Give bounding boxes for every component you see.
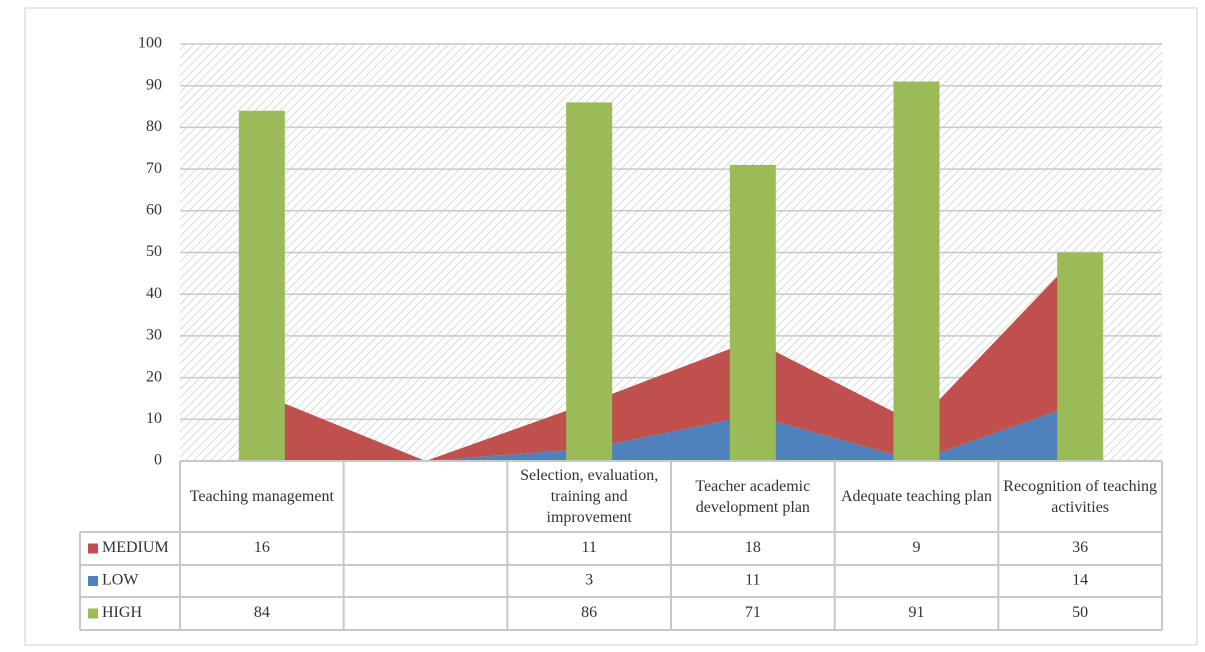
y-tick-label: 50 — [146, 243, 162, 260]
table-value: 9 — [913, 539, 921, 556]
x-tick-label: Adequate teaching plan — [840, 488, 992, 505]
area-segment — [261, 394, 426, 461]
legend-label: LOW — [102, 572, 139, 589]
area-segment — [589, 415, 753, 461]
bar — [1057, 252, 1104, 461]
table-value: 14 — [1072, 572, 1088, 589]
table-value: 71 — [745, 604, 761, 621]
x-tick-label: Selection, evaluation, training and impr… — [520, 467, 659, 526]
legend-key — [88, 576, 98, 586]
y-tick-label: 70 — [146, 160, 162, 177]
table-value: 16 — [254, 539, 270, 556]
x-tick-label: Teacher academic development plan — [695, 477, 811, 516]
area-segment — [752, 415, 917, 461]
y-tick-label: 20 — [146, 368, 162, 385]
table-value: 50 — [1072, 604, 1088, 621]
bar — [566, 102, 613, 461]
x-tick-label: Teaching management — [189, 488, 334, 505]
area-segment — [752, 340, 917, 461]
y-tick-label: 100 — [138, 35, 162, 52]
area-segment — [589, 340, 753, 449]
area-segment — [425, 402, 590, 461]
table-value: 91 — [909, 604, 925, 621]
bar — [893, 81, 940, 461]
y-tick-label: 40 — [146, 285, 162, 302]
legend-key — [88, 543, 98, 554]
category-label: Teacher academic development plan — [695, 477, 811, 516]
category-label: Adequate teaching plan — [840, 488, 992, 505]
x-tick-label: Recognition of teaching activities — [1003, 477, 1158, 516]
category-label: Teaching management — [189, 488, 334, 505]
table-value: 84 — [254, 604, 270, 621]
table-value: 3 — [585, 572, 593, 589]
table-value: 11 — [581, 539, 596, 556]
table-value: 18 — [745, 539, 761, 556]
category-label: Selection, evaluation, training and impr… — [520, 467, 659, 526]
legend-key — [88, 608, 98, 619]
table-value: 36 — [1072, 539, 1088, 556]
y-tick-label: 80 — [146, 118, 162, 135]
category-label: Recognition of teaching activities — [1003, 477, 1158, 516]
y-tick-label: 0 — [154, 452, 162, 469]
area-segment — [916, 252, 1081, 461]
y-tick-label: 90 — [146, 76, 162, 93]
legend-label: HIGH — [102, 604, 142, 621]
table-value: 86 — [581, 604, 597, 621]
y-tick-label: 10 — [146, 410, 162, 427]
table-value: 11 — [745, 572, 760, 589]
y-tick-label: 60 — [146, 201, 162, 218]
bar — [729, 164, 776, 461]
legend-label: MEDIUM — [102, 539, 169, 556]
y-tick-label: 30 — [146, 327, 162, 344]
bar — [238, 110, 285, 461]
